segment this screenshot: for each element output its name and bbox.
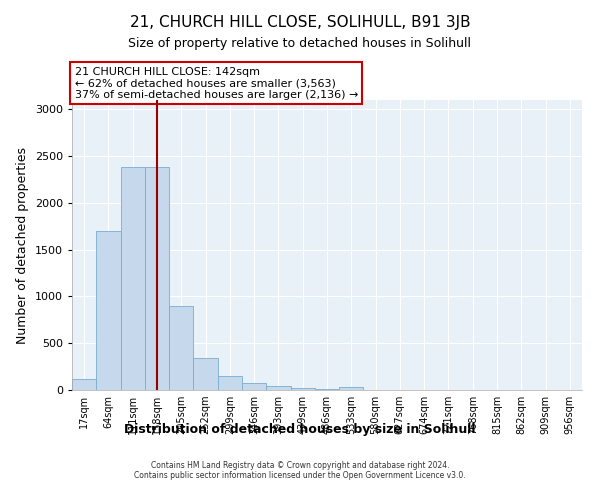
Bar (193, 358, 218, 390)
Y-axis label: Number of detached properties: Number of detached properties (16, 146, 29, 344)
Bar (218, 376, 242, 390)
Text: Size of property relative to detached houses in Solihull: Size of property relative to detached ho… (128, 38, 472, 51)
Bar (72, 379, 96, 390)
Bar (169, 306, 193, 390)
Text: 21 CHURCH HILL CLOSE: 142sqm
← 62% of detached houses are smaller (3,563)
37% of: 21 CHURCH HILL CLOSE: 142sqm ← 62% of de… (74, 67, 358, 100)
Bar (266, 386, 290, 390)
Bar (339, 387, 364, 390)
Text: Contains HM Land Registry data © Crown copyright and database right 2024.
Contai: Contains HM Land Registry data © Crown c… (134, 460, 466, 480)
Text: 21, CHURCH HILL CLOSE, SOLIHULL, B91 3JB: 21, CHURCH HILL CLOSE, SOLIHULL, B91 3JB (130, 15, 470, 30)
Text: Distribution of detached houses by size in Solihull: Distribution of detached houses by size … (124, 422, 476, 436)
Bar (290, 388, 315, 390)
Bar (96, 231, 121, 390)
Bar (145, 168, 169, 390)
Bar (315, 388, 339, 390)
Bar (242, 382, 266, 390)
Bar (121, 168, 145, 390)
